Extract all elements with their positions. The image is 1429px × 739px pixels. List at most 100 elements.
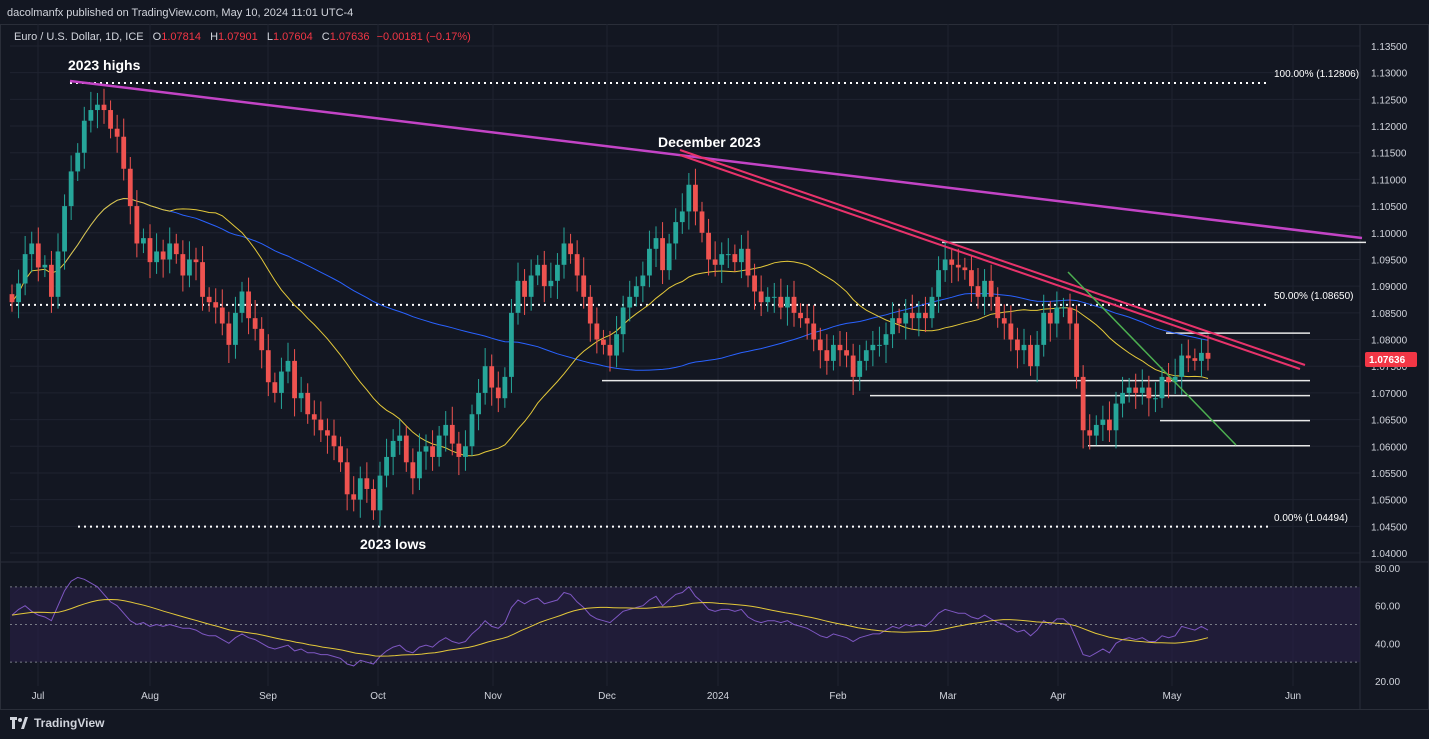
time-tick-label: 2024 xyxy=(707,691,730,702)
candle-body xyxy=(561,243,567,265)
candle-body xyxy=(679,211,685,223)
candle-body xyxy=(988,280,994,297)
price-tick-label: 1.05000 xyxy=(1371,496,1408,507)
candle-body xyxy=(1192,358,1198,361)
candle-body xyxy=(469,414,475,447)
price-tick-label: 1.13000 xyxy=(1371,69,1408,80)
candle-body xyxy=(101,104,107,111)
candle-body xyxy=(1107,419,1112,431)
candle-body xyxy=(909,312,915,319)
high-value: 1.07901 xyxy=(218,31,258,43)
time-axis: Jul Aug Sep Oct Nov Dec 2024 Feb Mar Apr May Jun xyxy=(32,691,1301,702)
candle-body xyxy=(929,296,935,319)
price-tick-label: 1.05500 xyxy=(1371,469,1408,480)
candle-body xyxy=(121,136,127,169)
time-tick-label: Aug xyxy=(141,691,159,702)
candle-body xyxy=(1074,323,1079,377)
candle-body xyxy=(22,254,28,284)
candle-body xyxy=(509,312,514,377)
candle-body xyxy=(325,430,330,436)
rsi-tick-label: 60.00 xyxy=(1375,602,1400,613)
candle-body xyxy=(844,350,849,356)
candle-body xyxy=(219,307,225,324)
candle-body xyxy=(1133,387,1139,393)
candle-body xyxy=(272,382,278,393)
candle-body xyxy=(719,254,725,265)
candle-body xyxy=(187,259,192,276)
candle-body xyxy=(1087,430,1093,436)
candle-body xyxy=(233,312,238,345)
price-tick-label: 1.07500 xyxy=(1371,362,1408,373)
candle-body xyxy=(423,446,429,452)
candle-body xyxy=(476,392,481,415)
candle-body xyxy=(279,371,284,393)
candle-body xyxy=(384,456,389,476)
candle-body xyxy=(666,243,672,271)
trendlines xyxy=(69,79,1363,446)
candle-body xyxy=(903,312,909,324)
candle-body xyxy=(771,296,777,298)
close-label: C xyxy=(321,31,330,43)
candle-body xyxy=(482,366,488,393)
candle-body xyxy=(160,251,166,260)
candle-body xyxy=(673,222,679,244)
candle-body xyxy=(449,424,455,444)
candle-body xyxy=(1159,376,1165,399)
candle-body xyxy=(620,307,626,335)
candle-body xyxy=(1015,339,1020,351)
brand-logo[interactable]: TradingView xyxy=(10,716,104,730)
candle-body xyxy=(601,339,606,345)
candle-body xyxy=(587,296,593,324)
candle-body xyxy=(1185,355,1191,359)
candle-body xyxy=(403,435,409,463)
time-tick-label: Dec xyxy=(598,691,616,702)
price-tick-label: 1.04500 xyxy=(1371,522,1408,533)
candle-body xyxy=(371,488,376,511)
bottom-bar xyxy=(0,710,1429,739)
candle-body xyxy=(1041,312,1047,345)
candle-body xyxy=(154,251,159,263)
last-price-tag: 1.07636 xyxy=(1365,352,1417,367)
candle-body xyxy=(390,440,396,457)
candle-body xyxy=(114,128,120,137)
trendline-long-term xyxy=(69,79,1363,240)
candle-body xyxy=(1028,344,1033,367)
candle-body xyxy=(344,462,350,495)
time-tick-label: Sep xyxy=(259,691,277,702)
open-label: O xyxy=(152,31,162,43)
candle-body xyxy=(686,184,692,212)
price-tick-label: 1.11500 xyxy=(1371,149,1407,160)
candle-body xyxy=(239,291,245,313)
candle-body xyxy=(1080,376,1086,431)
candle-body xyxy=(9,294,15,303)
candle-body xyxy=(798,312,803,319)
candle-body xyxy=(962,267,968,271)
candle-body xyxy=(489,366,495,388)
candle-body xyxy=(29,243,35,255)
candle-body xyxy=(627,296,633,308)
candle-body xyxy=(81,120,87,153)
candle-body xyxy=(213,302,219,308)
moving-averages xyxy=(11,197,1209,457)
candle-body xyxy=(331,435,337,447)
candle-body xyxy=(55,251,61,297)
candle-body xyxy=(949,259,955,265)
horizontal-levels xyxy=(10,82,1366,528)
close-value: 1.07636 xyxy=(329,31,370,43)
candle-body xyxy=(364,478,370,489)
candle-body xyxy=(870,344,876,351)
candle-body xyxy=(785,296,790,308)
time-tick-label: May xyxy=(1163,691,1182,702)
candle-body xyxy=(311,414,317,420)
candle-body xyxy=(436,435,442,457)
rsi-line xyxy=(11,576,1209,667)
candle-body xyxy=(528,275,534,297)
candle-body xyxy=(982,280,987,297)
candle-body xyxy=(739,248,744,263)
candle-body xyxy=(614,334,619,356)
candle-body xyxy=(995,296,1001,319)
candle-body xyxy=(568,243,573,255)
last-price-label: 1.07636 xyxy=(1369,355,1406,366)
time-tick-label: Oct xyxy=(370,691,386,702)
